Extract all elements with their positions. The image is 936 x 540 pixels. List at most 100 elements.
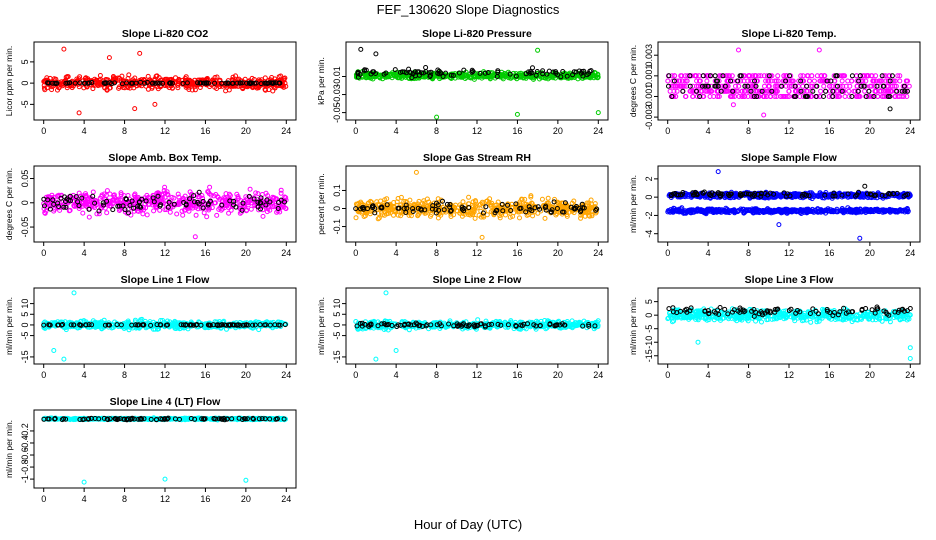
chart-title: Slope Sample Flow <box>741 152 838 164</box>
data-point <box>742 94 748 99</box>
data-point-outlier <box>152 101 158 107</box>
x-tick-label: 24 <box>905 126 915 136</box>
data-point <box>688 88 694 94</box>
data-point <box>183 84 189 90</box>
data-point <box>766 88 772 94</box>
data-point <box>392 67 398 73</box>
data-point <box>456 70 462 76</box>
data-point <box>472 215 478 221</box>
data-point <box>49 87 55 93</box>
data-point <box>903 78 909 84</box>
y-tick-label: -5 <box>20 100 30 108</box>
data-point <box>90 189 96 195</box>
x-tick-label: 24 <box>905 248 915 258</box>
data-point <box>681 83 687 89</box>
data-point <box>753 73 759 79</box>
data-point <box>766 83 771 89</box>
data-point <box>837 83 843 89</box>
data-point <box>889 78 895 84</box>
data-point <box>781 94 787 99</box>
data-point <box>448 72 454 78</box>
data-point <box>892 94 898 99</box>
x-tick-label: 16 <box>824 248 834 258</box>
data-point <box>906 83 912 89</box>
data-point <box>260 213 266 219</box>
data-point <box>517 215 522 221</box>
data-point <box>674 78 680 84</box>
data-point <box>771 88 777 94</box>
data-point <box>363 67 369 73</box>
data-point <box>140 211 146 217</box>
data-point-outlier <box>61 46 67 52</box>
data-point <box>282 75 288 81</box>
data-point <box>373 71 378 76</box>
data-point <box>240 83 246 89</box>
data-point <box>230 80 236 86</box>
data-point <box>830 94 836 99</box>
data-point <box>428 72 433 78</box>
data-point <box>564 73 570 79</box>
x-tick-label: 20 <box>241 248 251 258</box>
y-tick-label: 0.05 <box>20 170 30 188</box>
data-point <box>751 88 756 94</box>
data-point <box>699 88 705 94</box>
data-point <box>240 86 246 92</box>
data-point <box>798 73 804 79</box>
data-point <box>175 82 181 88</box>
y-tick-label: -0.05 <box>332 102 342 123</box>
data-point <box>742 83 748 89</box>
data-point <box>804 83 810 89</box>
data-point <box>883 88 889 94</box>
data-point <box>419 70 425 76</box>
data-point <box>485 70 491 75</box>
data-point-outlier <box>730 102 736 108</box>
data-point <box>821 94 826 99</box>
data-point <box>406 66 412 72</box>
data-point <box>527 70 533 76</box>
data-point-outlier <box>434 114 440 120</box>
data-point <box>730 94 736 99</box>
data-point <box>45 80 51 86</box>
y-axis-label: Licor ppm per min. <box>4 46 14 116</box>
x-tick-label: 0 <box>41 126 46 136</box>
x-tick-label: 8 <box>746 248 751 258</box>
data-point <box>746 73 751 79</box>
data-point <box>223 80 229 86</box>
data-point <box>546 68 552 74</box>
data-point <box>822 78 828 84</box>
data-point <box>570 72 576 78</box>
data-point <box>858 78 864 84</box>
data-point-outlier <box>736 47 741 53</box>
data-point <box>461 67 467 73</box>
y-axis-label: degrees C per min. <box>628 45 638 117</box>
x-tick-label: 4 <box>82 248 87 258</box>
data-point <box>152 80 158 86</box>
data-point <box>89 80 95 85</box>
data-point <box>479 75 485 81</box>
data-point-outlier <box>132 106 138 112</box>
data-point <box>230 74 236 80</box>
y-tick-label: 0.001 <box>644 65 654 88</box>
data-point <box>464 72 470 78</box>
data-point <box>175 85 181 91</box>
data-point <box>540 71 546 77</box>
data-point <box>886 88 892 94</box>
data-point <box>817 78 823 84</box>
data-point <box>77 80 83 86</box>
x-tick-label: 20 <box>865 248 875 258</box>
y-tick-label: 0 <box>20 322 30 327</box>
data-point <box>849 94 855 99</box>
plot-frame <box>657 165 921 243</box>
data-point <box>558 74 564 80</box>
y-tick-label: -0.001 <box>644 84 654 110</box>
data-point <box>176 77 182 83</box>
data-point <box>459 73 465 79</box>
series-slopes <box>41 184 289 240</box>
data-point <box>871 78 877 84</box>
x-tick-label: 8 <box>434 248 439 258</box>
data-point-outlier <box>514 111 520 117</box>
data-point <box>690 83 696 89</box>
data-point <box>781 73 787 79</box>
x-tick-label: 0 <box>665 248 670 258</box>
